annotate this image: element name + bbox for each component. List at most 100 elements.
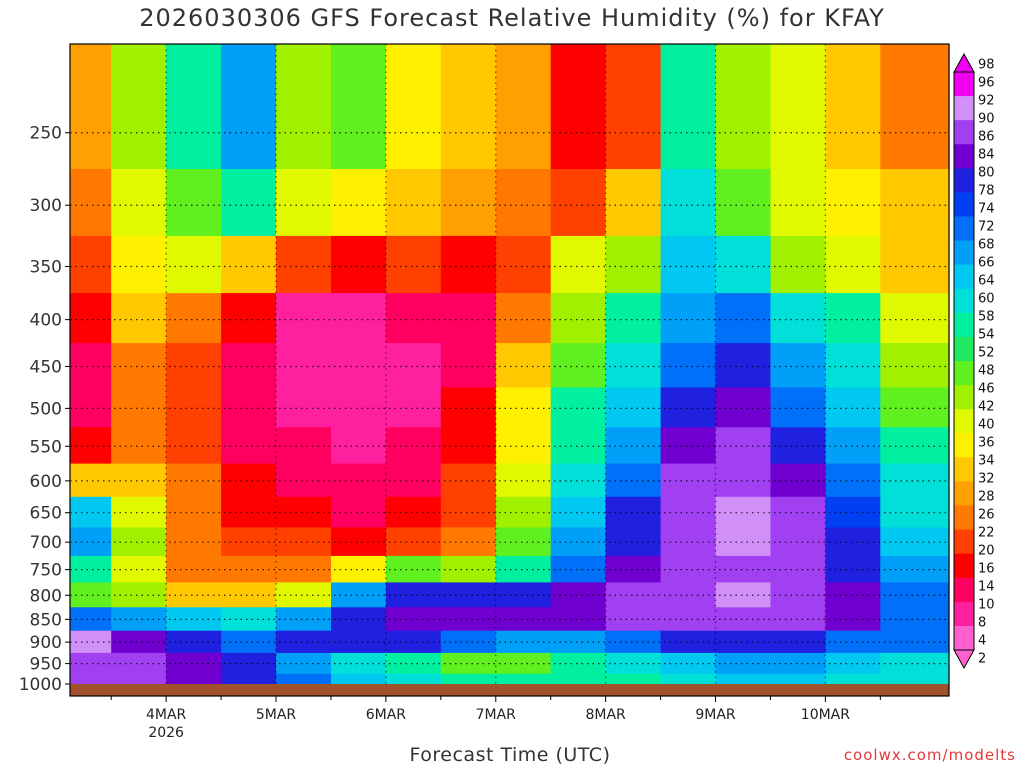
rh-cell [550,673,607,685]
rh-cell [495,555,552,583]
rh-cell [440,387,497,428]
rh-cell [111,343,167,389]
colorbar-label: 20 [978,544,995,559]
rh-cell [660,555,717,583]
rh-cell [825,293,881,344]
rh-cell [770,44,826,170]
rh-cell [111,630,167,654]
colorbar-swatch [954,385,974,410]
rh-cell [495,169,552,237]
rh-cell [221,169,277,237]
rh-cell [111,293,167,344]
y-tick-label: 500 [30,399,62,419]
rh-cell [715,293,771,344]
colorbar-swatch [954,577,974,603]
colorbar-swatch [954,409,974,434]
colorbar-label: 54 [978,328,995,343]
rh-cell [166,235,222,294]
rh-cell [715,427,771,465]
colorbar-swatch [954,529,974,555]
rh-cell [111,44,167,170]
x-tick-label: 6MAR [366,707,407,723]
y-tick-label: 350 [30,258,62,278]
colorbar-label: 86 [978,130,995,145]
colorbar-label: 14 [978,580,995,595]
rh-cell [605,673,662,685]
colorbar-swatch [954,625,974,651]
colorbar-swatch [954,553,974,579]
site-credit[interactable]: coolwx.com/modelts [843,746,1016,764]
rh-cell [440,673,497,685]
rh-cell [770,652,826,675]
rh-cell [825,169,881,237]
rh-cell [825,235,881,294]
rh-cell [221,343,277,389]
rh-cell [331,673,387,685]
colorbar-label: 28 [978,490,995,505]
rh-cell [770,387,826,428]
chart-title: 2026030306 GFS Forecast Relative Humidit… [139,4,885,32]
colorbar-bottom-arrow [953,649,975,670]
colorbar-label: 10 [978,598,995,613]
rh-cell [825,555,881,583]
rh-cell [715,630,771,654]
rh-cell [440,582,497,608]
rh-cell [880,496,950,528]
rh-cell [495,496,552,528]
colorbar-label: 60 [978,292,995,307]
rh-cell [605,582,662,608]
rh-cell [385,387,442,428]
rh-cell [495,427,552,465]
y-tick-label: 300 [30,196,62,216]
rh-cell [331,343,387,389]
rh-cell [385,44,442,170]
rh-cell [70,343,112,389]
x-tick-label: 4MAR [146,707,187,723]
rh-cell [660,169,717,237]
rh-cell [825,343,881,389]
rh-cell [880,235,950,294]
rh-cell [550,343,607,389]
y-tick-label: 700 [30,533,62,553]
rh-cell [715,343,771,389]
colorbar-swatch [954,144,974,169]
rh-cell [605,652,662,675]
rh-cell [111,673,167,685]
rh-cell [385,235,442,294]
colorbar-label: 42 [978,400,995,415]
rh-cell [111,387,167,428]
rh-cell [770,169,826,237]
rh-cell [605,427,662,465]
y-tick-label: 800 [30,586,62,606]
rh-cell [770,293,826,344]
rh-cell [825,427,881,465]
rh-cell [221,630,277,654]
rh-cell [495,387,552,428]
rh-cell [331,387,387,428]
colorbar-label: 4 [978,634,986,649]
colorbar-swatch [954,457,974,482]
rh-cell [440,496,497,528]
colorbar-swatch [954,240,974,266]
rh-cell [880,343,950,389]
colorbar-label: 16 [978,562,995,577]
rh-cell [440,44,497,170]
colorbar-label: 64 [978,274,995,289]
rh-cell [605,607,662,632]
rh-cell [880,463,950,498]
rh-cell [605,630,662,654]
colorbar-swatch [954,264,974,290]
rh-cell [166,387,222,428]
rh-cell [825,496,881,528]
rh-cell [276,169,332,237]
rh-cell [70,387,112,428]
colorbar-label: 84 [978,148,995,163]
rh-cell [550,427,607,465]
rh-cell [660,673,717,685]
rh-cell [770,427,826,465]
rh-cell [331,630,387,654]
rh-cell [715,607,771,632]
rh-cell [605,527,662,557]
rh-cell [550,293,607,344]
